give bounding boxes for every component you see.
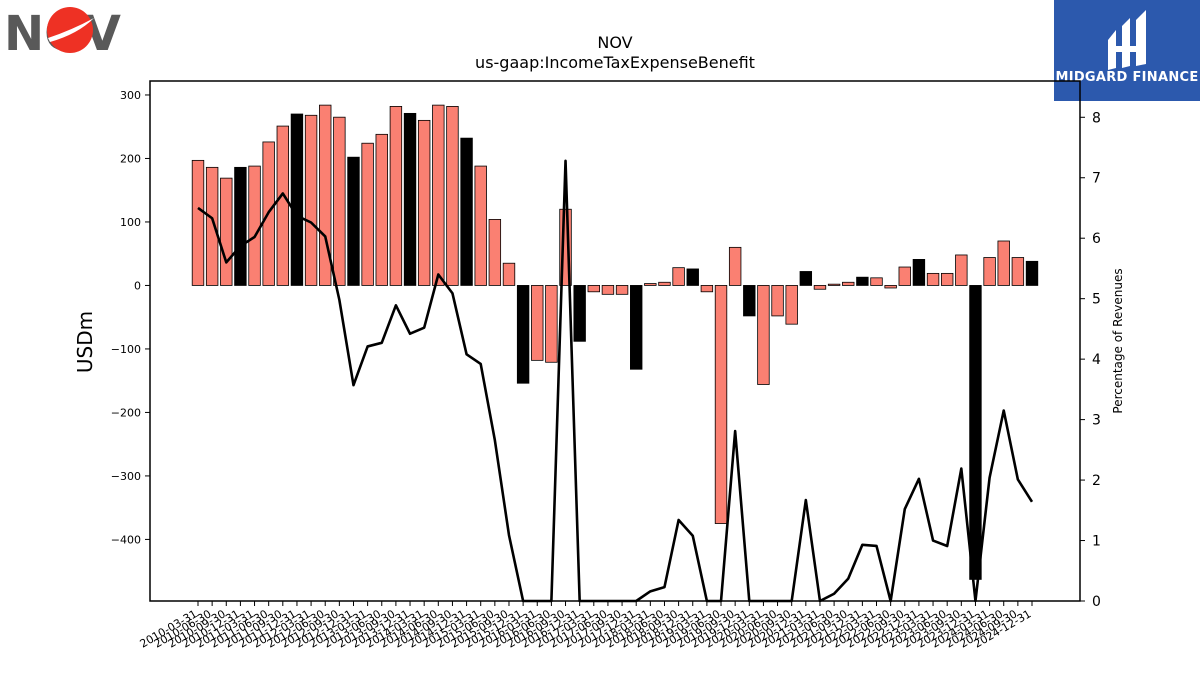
bar — [417, 119, 431, 286]
bar — [983, 257, 996, 286]
bar — [304, 114, 318, 286]
bar — [842, 281, 855, 286]
y2-tick-label: 0 — [1092, 594, 1101, 610]
brand-name: MIDGARD FINANCE — [1055, 70, 1198, 85]
chart-title-line2: us-gaap:IncomeTaxExpenseBenefit — [475, 53, 755, 72]
bar — [559, 208, 572, 286]
y2-tick-label: 7 — [1092, 171, 1101, 187]
bar — [799, 271, 813, 286]
y2-tick-label: 4 — [1092, 352, 1101, 368]
bar — [884, 285, 897, 289]
y-tick-label: 100 — [120, 216, 141, 229]
bar — [460, 137, 473, 286]
y2-axis-ticks: 0 1 2 3 4 5 6 7 8 — [1080, 110, 1101, 610]
bar — [474, 165, 487, 286]
bar — [587, 285, 600, 293]
bar — [940, 272, 954, 286]
y-tick-label: −100 — [111, 343, 141, 356]
bar — [728, 246, 742, 286]
y-tick-label: −300 — [111, 470, 141, 483]
bar — [1011, 257, 1025, 286]
plot-frame — [149, 80, 1081, 602]
y-tick-label: −200 — [111, 406, 141, 419]
bar — [205, 166, 219, 286]
bar — [898, 266, 911, 286]
bar — [375, 133, 388, 286]
bar — [700, 285, 714, 293]
bar — [686, 268, 699, 286]
bar — [969, 285, 982, 580]
y2-tick-label: 3 — [1092, 413, 1101, 429]
bar — [347, 156, 360, 286]
bar — [955, 254, 968, 286]
bars-layer — [191, 104, 1039, 580]
y-axis-ticks: 300 200 100 0 −100 −200 −300 −400 — [111, 89, 150, 546]
company-logo: NOV — [4, 6, 121, 62]
bar — [714, 285, 728, 524]
y2-tick-label: 2 — [1092, 473, 1101, 489]
bar — [573, 285, 586, 342]
y-tick-label: −400 — [111, 533, 141, 546]
bar — [856, 276, 869, 286]
bar — [488, 219, 502, 286]
bar — [432, 104, 445, 286]
y-tick-label: 300 — [120, 89, 141, 102]
y2-axis-label: Percentage of Revenues — [1111, 268, 1125, 413]
bar — [827, 283, 841, 286]
bar — [997, 240, 1010, 286]
x-axis-ticks: 2010-03-312010-06-302010-09-302010-12-31… — [138, 601, 1034, 651]
bar — [813, 285, 827, 290]
bar — [276, 125, 290, 286]
bar — [658, 281, 671, 286]
y2-tick-label: 6 — [1092, 231, 1101, 247]
bar — [220, 177, 233, 286]
y-axis-label: USDm — [73, 311, 97, 373]
y2-tick-label: 8 — [1092, 110, 1101, 126]
y-tick-label: 200 — [120, 152, 141, 165]
y-tick-label: 0 — [134, 279, 141, 292]
y2-tick-label: 1 — [1092, 534, 1101, 550]
bar — [743, 285, 756, 317]
bar — [757, 285, 770, 385]
y2-tick-label: 5 — [1092, 292, 1101, 308]
bar — [672, 267, 685, 286]
chart-title-line1: NOV — [597, 33, 632, 52]
bar — [248, 165, 261, 286]
bar — [785, 285, 798, 325]
bar — [333, 116, 346, 286]
bar — [234, 166, 247, 286]
logo-swoosh-icon — [48, 18, 94, 42]
bar — [502, 262, 516, 286]
bar — [191, 159, 205, 286]
bar — [644, 283, 657, 286]
brand-logo: MIDGARD FINANCE — [1054, 0, 1200, 101]
bar — [1025, 260, 1039, 286]
bar — [771, 285, 784, 317]
bar — [601, 285, 615, 295]
bar — [926, 272, 940, 286]
bar — [912, 259, 926, 286]
bar — [531, 285, 544, 361]
bar — [870, 277, 883, 286]
bar — [290, 113, 304, 286]
bar — [361, 142, 374, 286]
bar — [446, 106, 459, 286]
bar — [615, 285, 629, 295]
bar — [319, 104, 332, 286]
bar — [389, 106, 403, 286]
bar — [516, 285, 530, 384]
bar — [630, 285, 643, 370]
bar — [403, 112, 417, 286]
bar — [545, 285, 558, 363]
brand-mark-icon — [1108, 10, 1146, 70]
